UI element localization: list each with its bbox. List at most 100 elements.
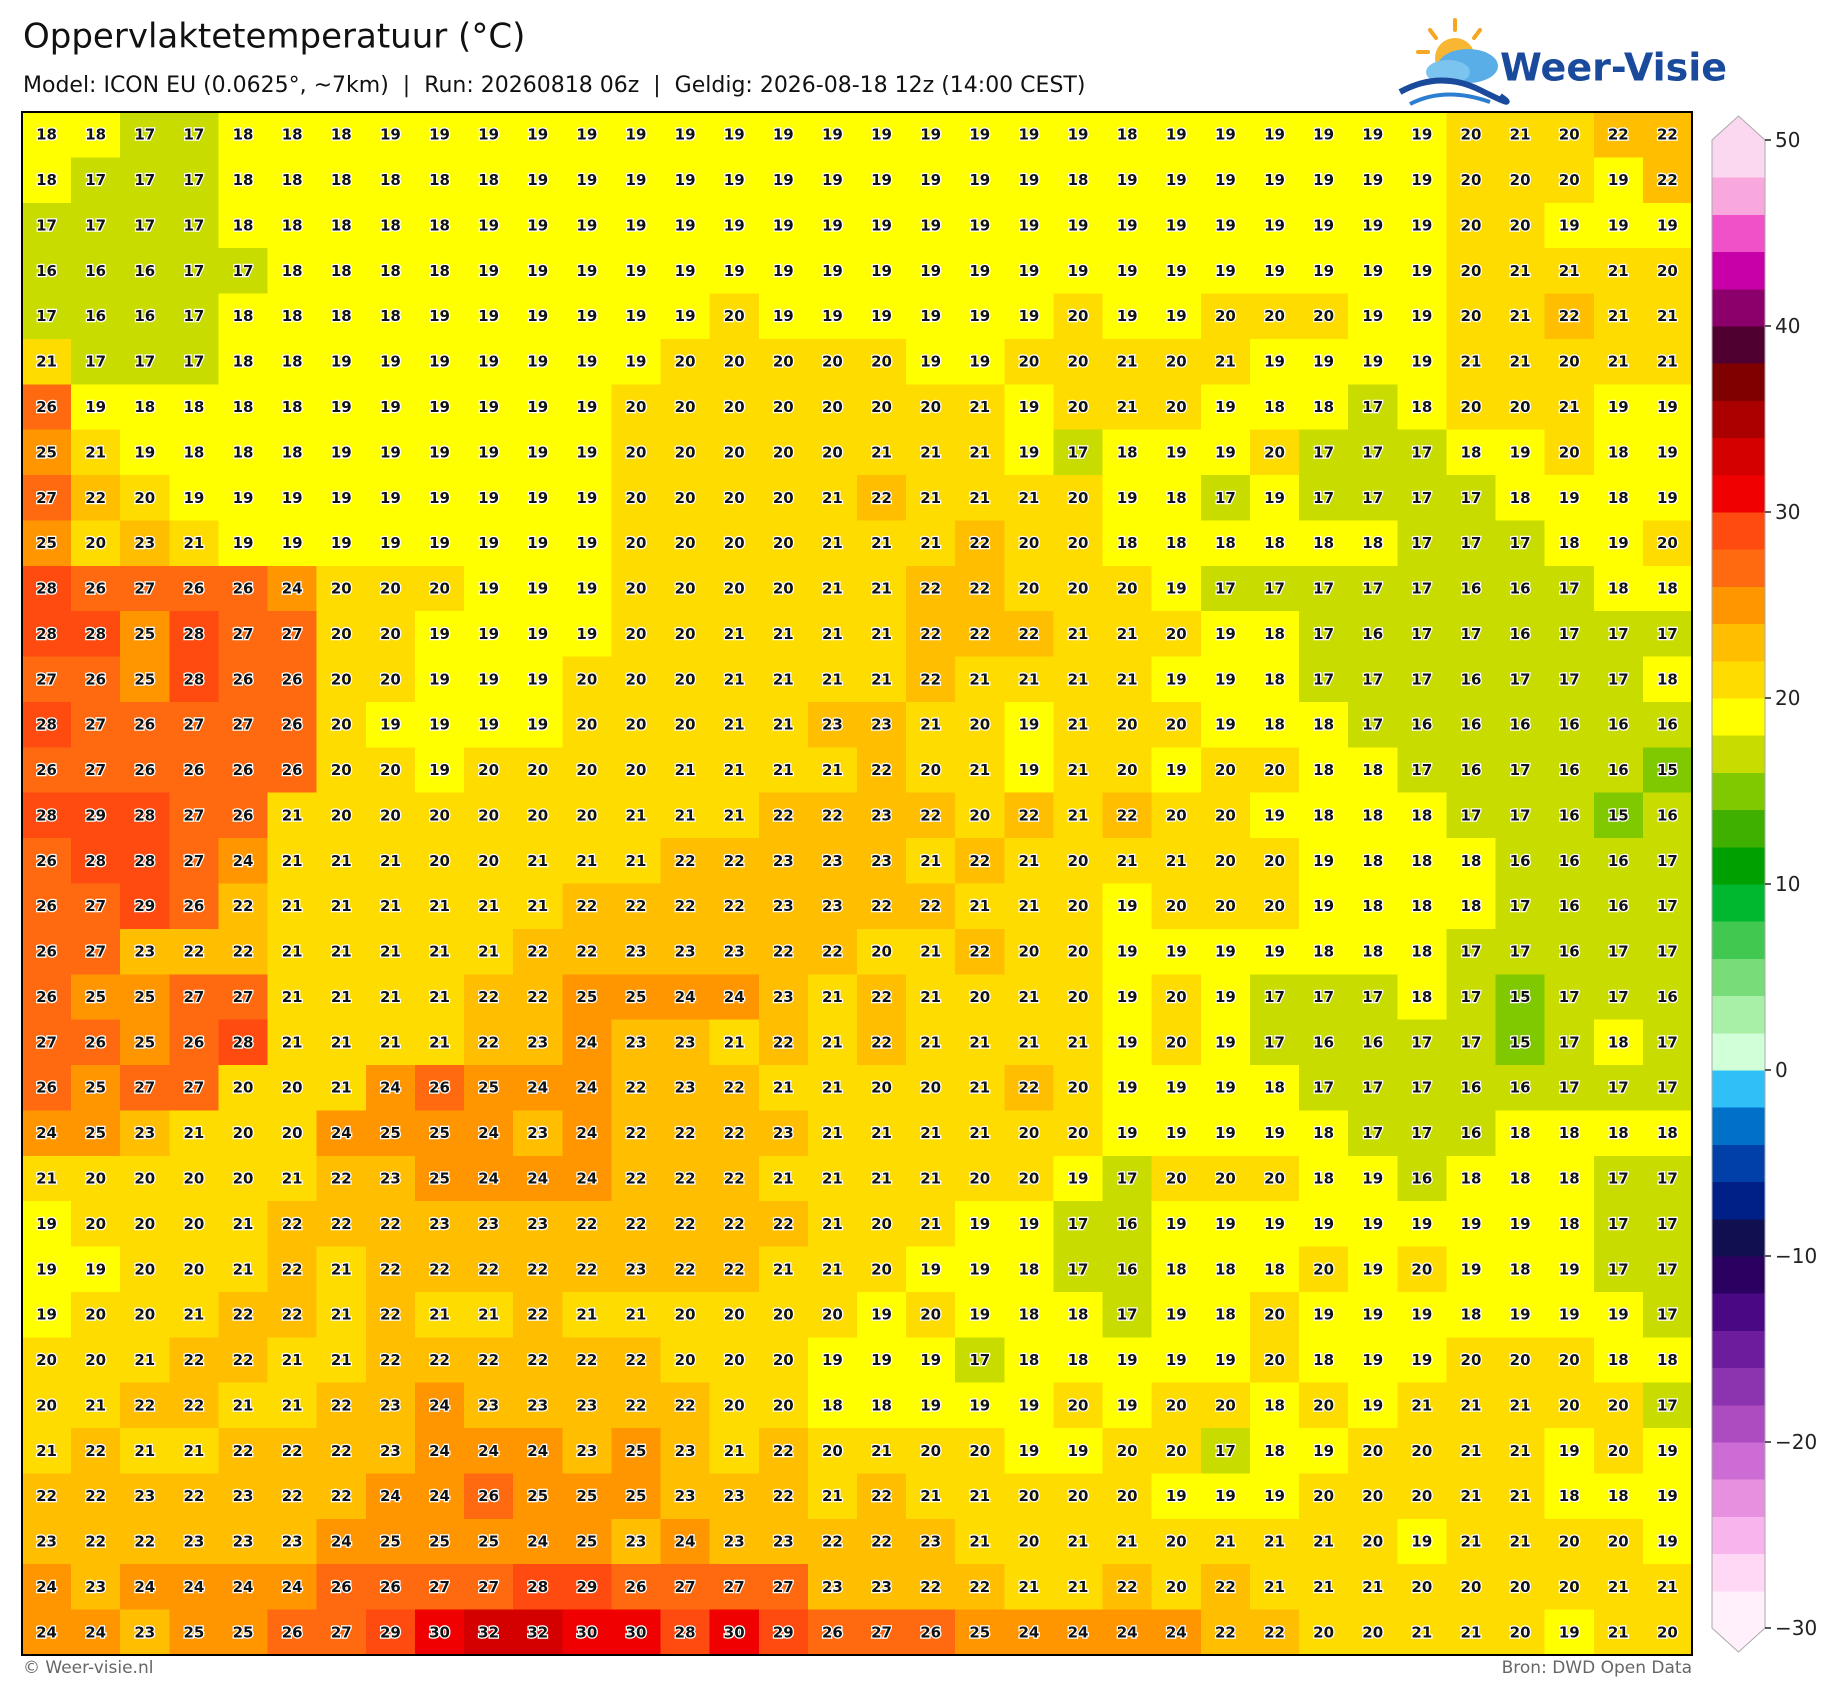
temperature-cell xyxy=(1102,1246,1153,1293)
temperature-label: 20 xyxy=(626,534,647,552)
temperature-cell xyxy=(1495,1337,1546,1384)
temperature-cell xyxy=(1495,747,1546,794)
temperature-label: 19 xyxy=(1215,171,1236,189)
temperature-label: 22 xyxy=(331,1169,352,1187)
temperature-label: 23 xyxy=(675,1442,696,1460)
temperature-label: 26 xyxy=(233,580,254,598)
temperature-label: 16 xyxy=(1510,1079,1531,1097)
temperature-label: 21 xyxy=(1510,1442,1531,1460)
temperature-cell xyxy=(414,747,465,794)
temperature-cell xyxy=(1053,928,1104,975)
temperature-cell xyxy=(120,747,170,794)
temperature-cell xyxy=(1102,1291,1153,1338)
temperature-label: 19 xyxy=(1018,1442,1039,1460)
temperature-label: 18 xyxy=(1411,398,1432,416)
temperature-cell xyxy=(120,1428,170,1475)
temperature-cell xyxy=(1151,1155,1202,1202)
temperature-label: 18 xyxy=(233,126,254,144)
temperature-label: 20 xyxy=(1215,1396,1236,1414)
temperature-cell xyxy=(1446,202,1497,249)
temperature-cell xyxy=(513,1291,563,1338)
temperature-label: 20 xyxy=(1411,1442,1432,1460)
temperature-label: 22 xyxy=(675,1260,696,1278)
temperature-cell xyxy=(1249,293,1300,340)
temperature-label: 20 xyxy=(1018,353,1039,371)
temperature-cell xyxy=(218,747,269,794)
temperature-cell xyxy=(758,293,809,340)
temperature-label: 19 xyxy=(85,1260,106,1278)
temperature-cell xyxy=(709,747,760,794)
temperature-label: 22 xyxy=(331,1487,352,1505)
temperature-cell xyxy=(1348,656,1398,703)
temperature-label: 19 xyxy=(478,398,499,416)
temperature-cell xyxy=(365,565,416,612)
temperature-cell xyxy=(1397,112,1448,158)
temperature-label: 19 xyxy=(429,489,450,507)
temperature-cell xyxy=(218,475,269,522)
temperature-cell xyxy=(1102,248,1153,295)
temperature-label: 28 xyxy=(85,852,106,870)
temperature-label: 19 xyxy=(380,443,401,461)
temperature-cell xyxy=(660,1246,711,1293)
temperature-cell xyxy=(1004,1110,1055,1157)
temperature-label: 21 xyxy=(183,1442,204,1460)
temperature-label: 21 xyxy=(626,852,647,870)
temperature-cell xyxy=(414,202,465,249)
temperature-label: 21 xyxy=(331,943,352,961)
temperature-label: 23 xyxy=(626,1533,647,1551)
temperature-label: 18 xyxy=(85,126,106,144)
temperature-cell xyxy=(414,1382,465,1429)
temperature-label: 20 xyxy=(85,1306,106,1324)
temperature-label: 27 xyxy=(85,761,106,779)
temperature-cell xyxy=(1593,883,1644,930)
temperature-cell xyxy=(267,1065,318,1112)
temperature-label: 19 xyxy=(380,353,401,371)
temperature-cell xyxy=(807,701,858,748)
temperature-cell xyxy=(513,656,563,703)
temperature-label: 19 xyxy=(478,307,499,325)
temperature-cell xyxy=(1299,293,1349,340)
temperature-cell xyxy=(1593,1291,1644,1338)
temperature-label: 17 xyxy=(1608,1169,1629,1187)
colorbar-band xyxy=(1712,995,1765,1034)
temperature-cell xyxy=(365,1019,416,1066)
temperature-label: 21 xyxy=(1018,852,1039,870)
temperature-label: 19 xyxy=(1411,171,1432,189)
temperature-cell xyxy=(611,112,662,158)
temperature-label: 23 xyxy=(478,1396,499,1414)
temperature-label: 25 xyxy=(85,988,106,1006)
temperature-cell xyxy=(267,1428,318,1475)
temperature-cell xyxy=(1151,611,1202,658)
temperature-label: 21 xyxy=(134,1442,155,1460)
temperature-cell xyxy=(71,429,121,476)
temperature-label: 20 xyxy=(1264,852,1285,870)
temperature-label: 20 xyxy=(773,1396,794,1414)
temperature-label: 19 xyxy=(969,307,990,325)
temperature-label: 18 xyxy=(1461,1169,1482,1187)
temperature-label: 17 xyxy=(1362,489,1383,507)
temperature-label: 19 xyxy=(1657,398,1678,416)
temperature-label: 19 xyxy=(969,216,990,234)
temperature-label: 19 xyxy=(429,670,450,688)
temperature-label: 21 xyxy=(724,716,745,734)
temperature-cell xyxy=(316,112,367,158)
temperature-label: 17 xyxy=(1559,1079,1580,1097)
temperature-cell xyxy=(955,1337,1005,1384)
temperature-cell xyxy=(1446,1155,1497,1202)
temperature-cell xyxy=(71,1337,121,1384)
temperature-cell xyxy=(906,928,956,975)
temperature-cell xyxy=(71,1110,121,1157)
temperature-cell xyxy=(1249,338,1300,385)
temperature-cell xyxy=(660,838,711,885)
temperature-cell xyxy=(1348,928,1398,975)
temperature-label: 24 xyxy=(134,1578,155,1596)
temperature-label: 19 xyxy=(1166,761,1187,779)
temperature-label: 23 xyxy=(773,897,794,915)
temperature-cell xyxy=(906,701,956,748)
temperature-label: 19 xyxy=(331,534,352,552)
temperature-label: 22 xyxy=(1264,1623,1285,1641)
temperature-label: 21 xyxy=(1117,670,1138,688)
temperature-label: 19 xyxy=(1313,216,1334,234)
temperature-cell xyxy=(1544,656,1595,703)
temperature-label: 20 xyxy=(1068,988,1089,1006)
